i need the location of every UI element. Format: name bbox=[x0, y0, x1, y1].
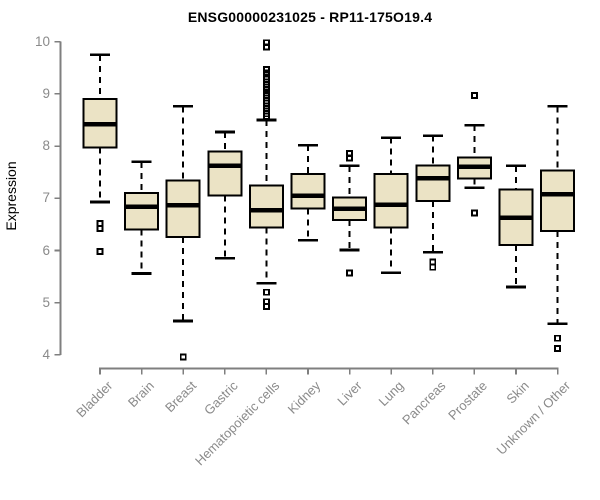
outlier-point bbox=[262, 302, 270, 310]
outlier-point bbox=[96, 248, 104, 255]
y-tick-label: 9 bbox=[42, 85, 50, 101]
y-tick-label: 10 bbox=[34, 33, 50, 49]
iqr-box bbox=[373, 172, 409, 229]
outlier-point bbox=[262, 65, 270, 73]
iqr-box bbox=[540, 169, 576, 233]
outlier-point bbox=[554, 345, 561, 353]
iqr-box bbox=[415, 164, 451, 202]
outlier-point bbox=[346, 154, 354, 162]
outlier-point bbox=[262, 112, 270, 120]
outlier-point bbox=[429, 258, 437, 266]
chart-title: ENSG00000231025 - RP11-175O19.4 bbox=[187, 9, 433, 25]
iqr-box bbox=[124, 192, 160, 231]
iqr-box bbox=[165, 179, 201, 238]
outlier-point bbox=[470, 92, 478, 99]
outlier-point bbox=[346, 269, 354, 277]
iqr-box bbox=[290, 172, 326, 210]
outlier-point bbox=[554, 334, 561, 342]
outlier-point bbox=[96, 219, 104, 227]
y-tick-label: 6 bbox=[42, 242, 50, 258]
y-tick-label: 7 bbox=[42, 190, 50, 206]
outlier-point bbox=[429, 263, 437, 271]
iqr-box bbox=[248, 184, 284, 229]
y-tick-label: 4 bbox=[42, 346, 50, 362]
outlier-point bbox=[96, 225, 104, 232]
outlier-point bbox=[262, 43, 270, 51]
outlier-point bbox=[470, 209, 478, 217]
outlier-point bbox=[262, 288, 270, 296]
y-tick-label: 8 bbox=[42, 138, 50, 154]
iqr-box bbox=[207, 150, 243, 197]
outlier-point bbox=[179, 353, 187, 361]
y-tick-label: 5 bbox=[42, 294, 50, 310]
outlier-point bbox=[262, 69, 270, 77]
